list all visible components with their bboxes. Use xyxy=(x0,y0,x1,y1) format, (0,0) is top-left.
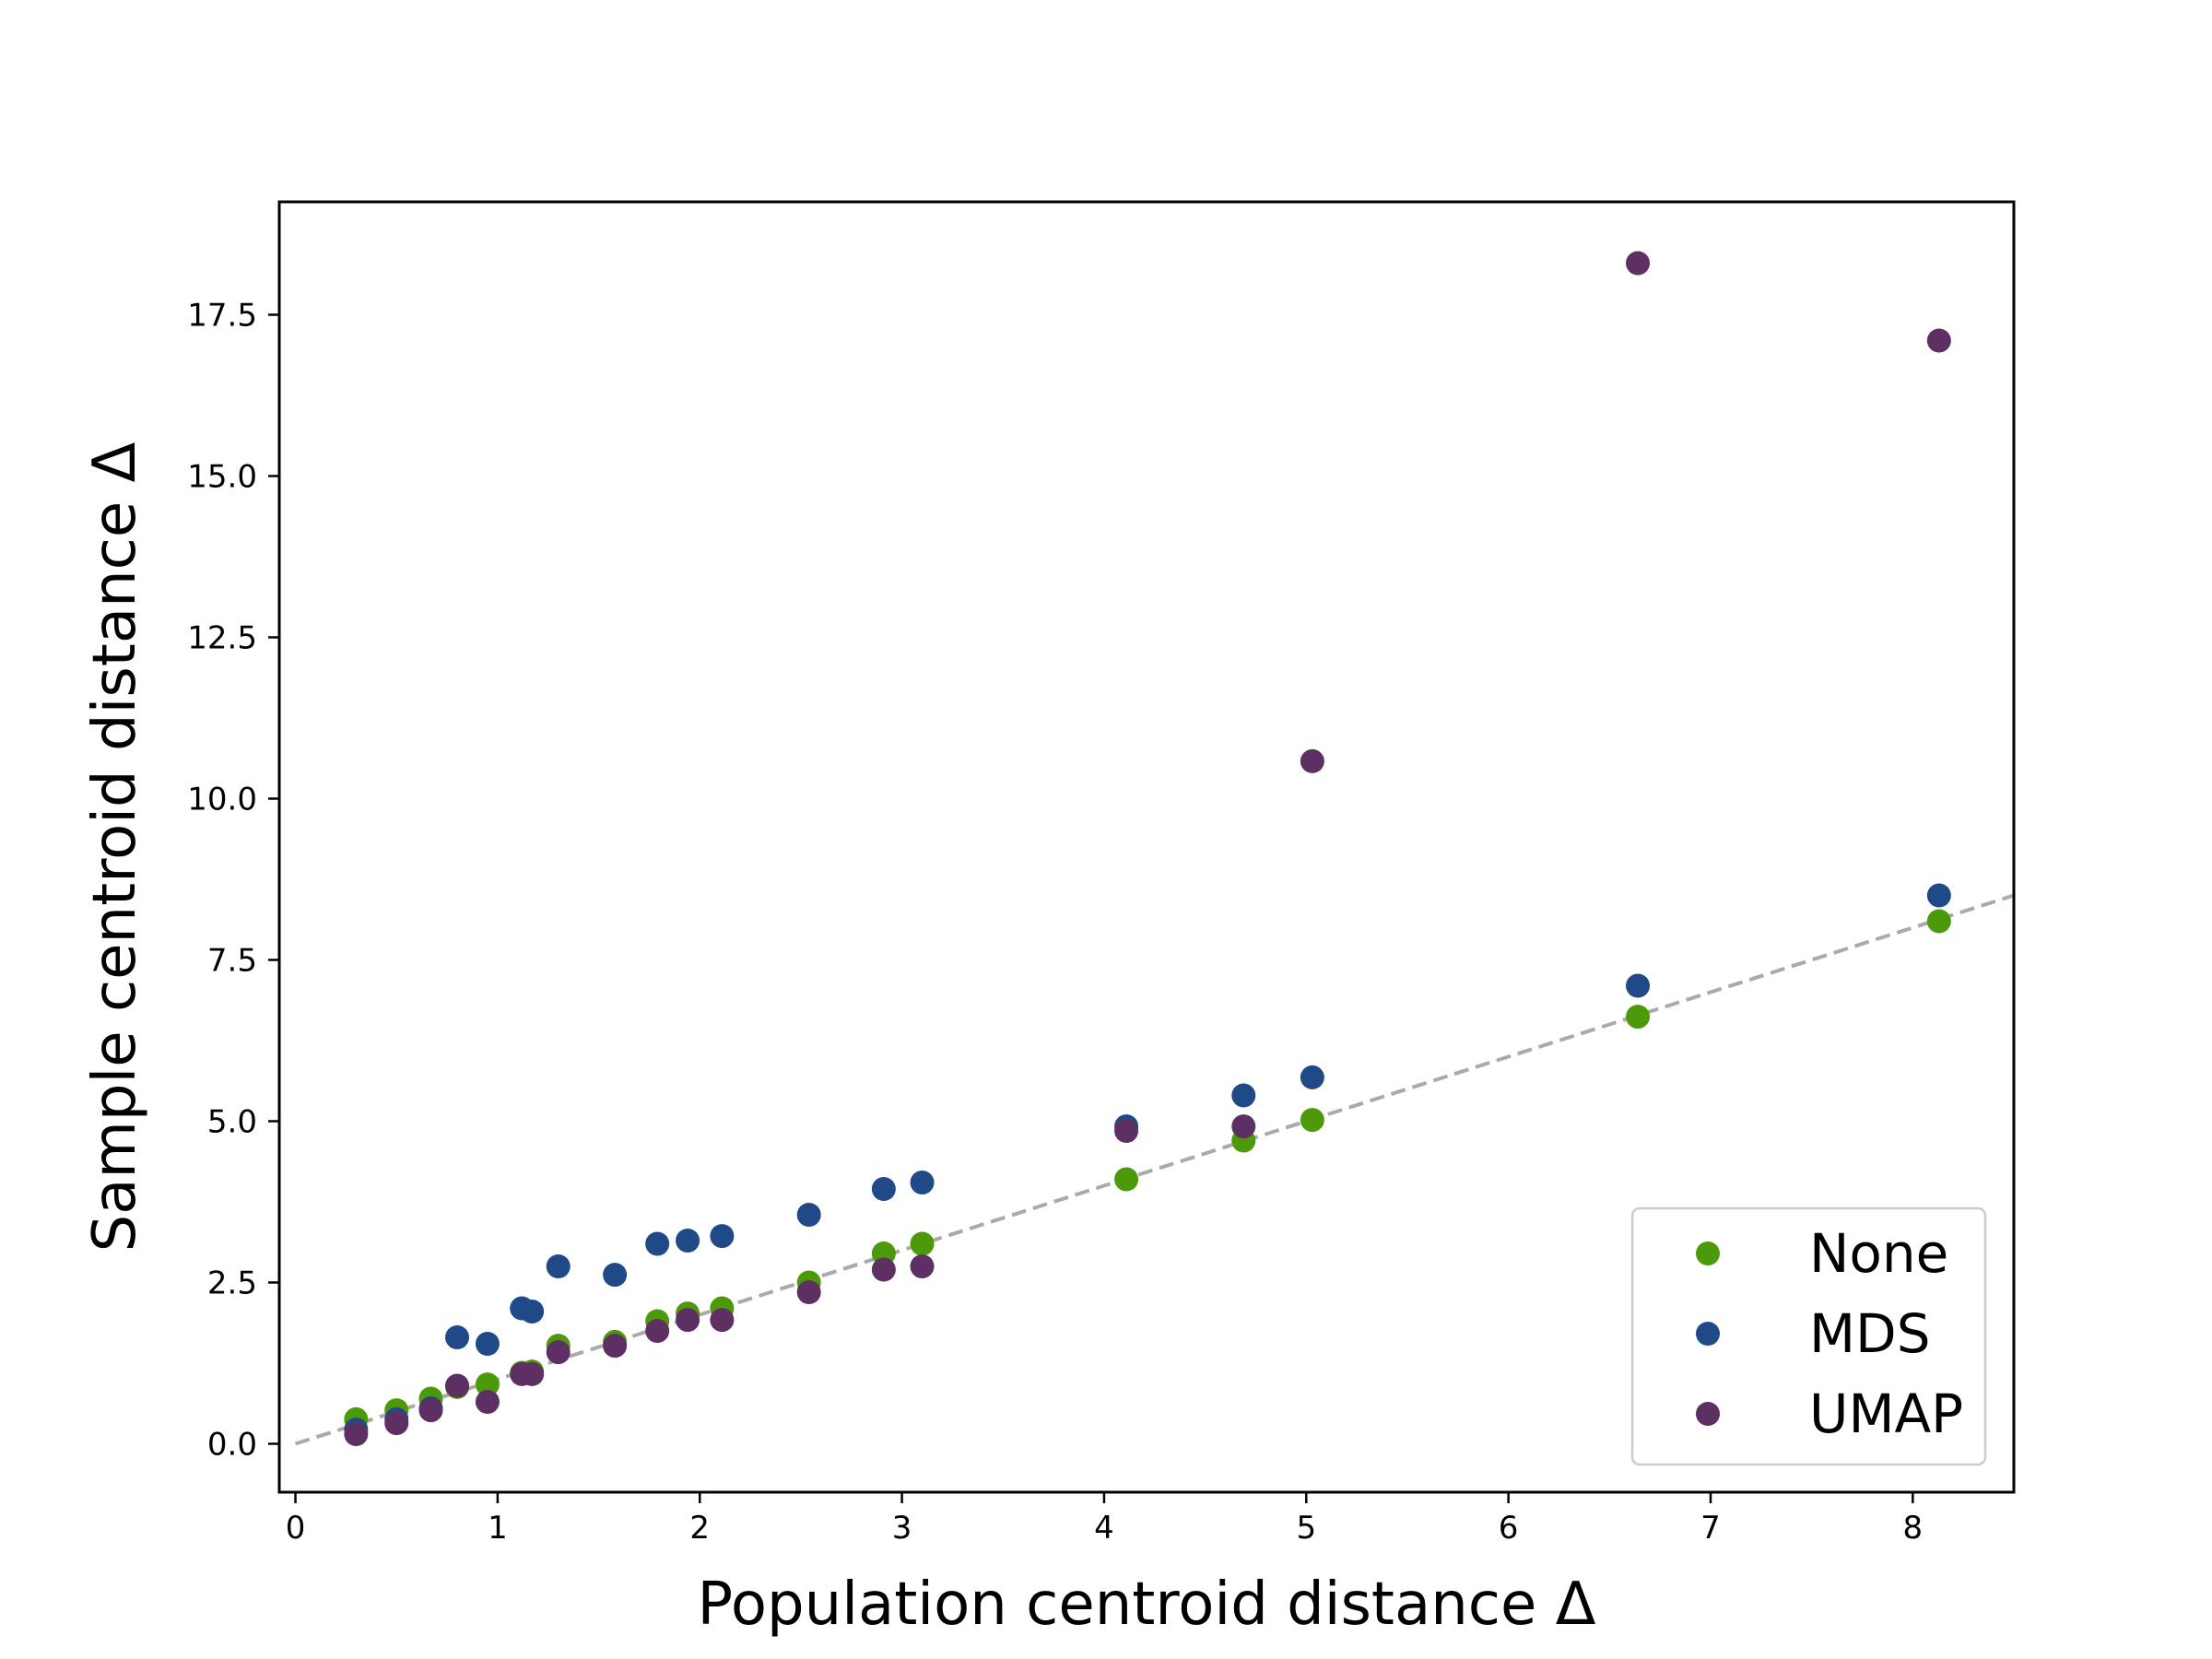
point-umap xyxy=(445,1373,470,1398)
legend-marker-umap xyxy=(1696,1402,1720,1426)
point-mds xyxy=(871,1177,896,1201)
y-tick-label: 12.5 xyxy=(187,620,257,657)
x-axis-title: Population centroid distance Δ xyxy=(698,1571,1596,1639)
point-mds xyxy=(520,1300,545,1324)
x-tick-label: 0 xyxy=(286,1510,306,1547)
legend-label-umap: UMAP xyxy=(1809,1382,1963,1445)
reference-line xyxy=(294,893,2015,1446)
x-tick-label: 7 xyxy=(1700,1510,1721,1547)
legend-label-none: None xyxy=(1809,1222,1948,1285)
point-umap xyxy=(384,1411,409,1436)
point-umap xyxy=(418,1398,443,1423)
point-mds xyxy=(1231,1083,1256,1108)
y-tick-label: 17.5 xyxy=(187,298,257,335)
point-mds xyxy=(645,1231,670,1256)
x-axis-ticks: 0 1 2 3 4 5 6 7 8 xyxy=(286,1492,1923,1547)
legend-marker-none xyxy=(1696,1241,1720,1265)
point-umap xyxy=(1300,748,1324,773)
y-tick-label: 5.0 xyxy=(207,1104,257,1141)
legend-label-mds: MDS xyxy=(1809,1302,1931,1365)
point-umap xyxy=(871,1257,896,1282)
point-mds xyxy=(546,1254,571,1278)
point-umap xyxy=(676,1308,700,1333)
legend-marker-mds xyxy=(1696,1322,1720,1346)
y-axis-title: Sample centroid distance Δ xyxy=(81,441,149,1252)
point-none xyxy=(1626,1005,1651,1030)
point-umap xyxy=(710,1308,735,1333)
axes-frame xyxy=(277,200,2016,1494)
point-umap xyxy=(475,1390,500,1414)
x-tick-label: 4 xyxy=(1094,1510,1114,1547)
point-umap xyxy=(645,1319,670,1343)
legend: None MDS UMAP xyxy=(1630,1206,1987,1466)
point-mds xyxy=(1926,883,1951,908)
x-tick-label: 5 xyxy=(1296,1510,1316,1547)
point-umap xyxy=(344,1422,369,1446)
point-mds xyxy=(475,1332,500,1356)
legend-entries: None MDS UMAP xyxy=(1696,1222,1963,1445)
point-mds xyxy=(710,1224,735,1249)
y-axis-ticks: 0.0 2.5 5.0 7.5 10.0 12.5 15.0 17.5 xyxy=(187,298,279,1464)
point-umap xyxy=(1231,1114,1256,1139)
point-umap xyxy=(1926,328,1951,353)
y-tick-label: 10.0 xyxy=(187,782,257,818)
x-tick-label: 6 xyxy=(1499,1510,1519,1547)
point-none xyxy=(1114,1167,1139,1192)
y-tick-label: 0.0 xyxy=(207,1427,257,1464)
point-umap xyxy=(1626,251,1651,276)
y-tick-label: 7.5 xyxy=(207,943,257,980)
point-umap xyxy=(603,1334,628,1359)
point-umap xyxy=(796,1280,821,1304)
point-none xyxy=(910,1231,935,1256)
y-tick-label: 2.5 xyxy=(207,1265,257,1302)
point-mds xyxy=(676,1229,700,1253)
point-umap xyxy=(546,1340,571,1365)
point-none xyxy=(1300,1108,1324,1133)
series-umap xyxy=(344,251,1951,1446)
point-none xyxy=(1926,909,1951,934)
point-umap xyxy=(520,1361,545,1386)
plot-area xyxy=(277,200,2016,1494)
legend-box xyxy=(1630,1206,1987,1466)
point-none xyxy=(475,1372,500,1397)
x-tick-label: 3 xyxy=(892,1510,912,1547)
point-mds xyxy=(910,1171,935,1194)
point-umap xyxy=(910,1254,935,1278)
data-points xyxy=(344,251,1951,1446)
y-tick-label: 15.0 xyxy=(187,459,257,496)
x-tick-label: 2 xyxy=(689,1510,710,1547)
point-umap xyxy=(1114,1119,1139,1143)
point-mds xyxy=(1300,1065,1324,1089)
point-mds xyxy=(603,1263,628,1288)
x-tick-label: 8 xyxy=(1903,1510,1924,1547)
point-mds xyxy=(1626,973,1651,998)
x-tick-label: 1 xyxy=(488,1510,508,1547)
point-mds xyxy=(445,1325,470,1349)
point-mds xyxy=(796,1203,821,1227)
